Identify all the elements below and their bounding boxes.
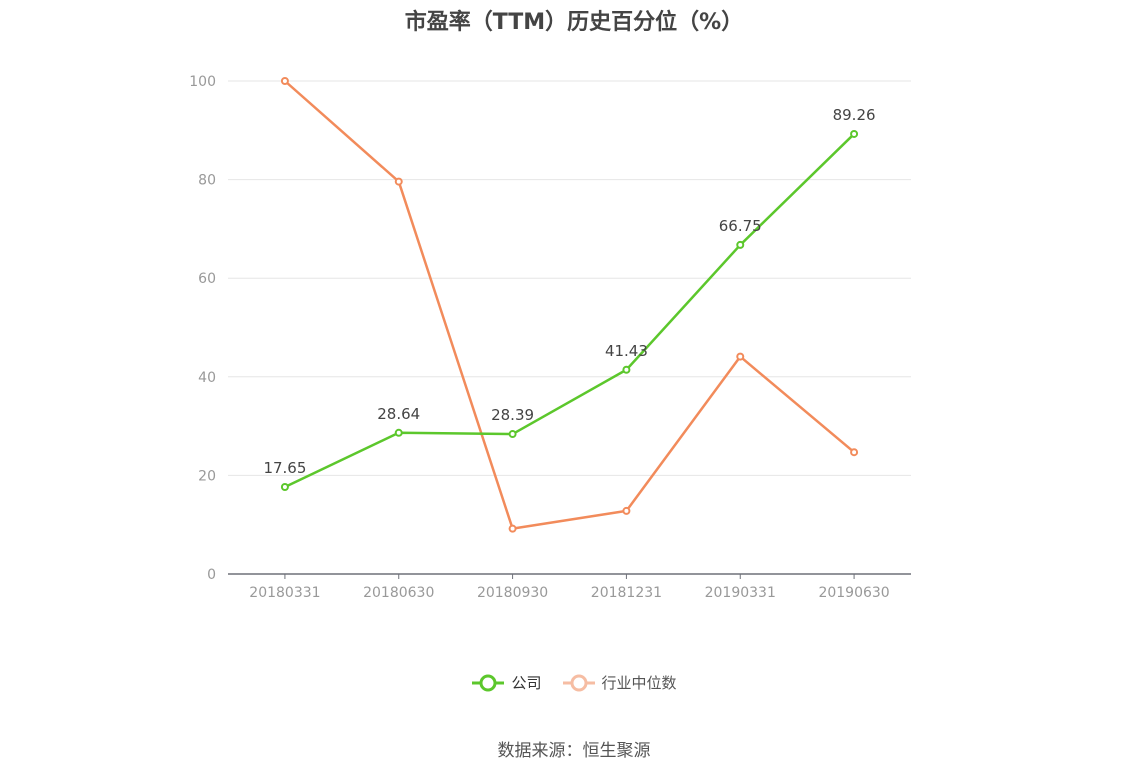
data-label-company: 28.39: [491, 406, 534, 424]
legend-company-marker-icon: [472, 674, 505, 691]
data-point-company: [280, 482, 289, 491]
x-tick-label: 20181231: [591, 585, 662, 601]
data-point-company: [622, 365, 631, 374]
data-point-industry: [622, 506, 631, 515]
data-source: 数据来源：恒生聚源: [497, 741, 651, 761]
chart-legend: 公司 行业中位数: [0, 672, 1148, 693]
data-point-company: [394, 428, 403, 437]
y-tick-label: 80: [198, 173, 216, 189]
data-point-industry: [850, 448, 859, 457]
data-point-industry: [394, 177, 403, 186]
data-label-company: 28.64: [377, 405, 420, 423]
x-tick-label: 20180331: [249, 585, 320, 601]
data-label-company: 89.26: [833, 106, 876, 124]
data-point-company: [850, 129, 859, 138]
legend-label-industry: 行业中位数: [601, 674, 677, 692]
x-tick-label: 20180930: [477, 585, 548, 601]
y-tick-label: 100: [189, 74, 216, 90]
x-tick-label: 20190630: [818, 585, 889, 601]
data-label-company: 66.75: [719, 217, 762, 235]
legend-item-company[interactable]: 公司: [471, 672, 542, 693]
data-point-industry: [508, 524, 517, 533]
data-label-company: 17.65: [263, 459, 306, 477]
data-point-company: [736, 240, 745, 249]
x-tick-label: 20180630: [363, 585, 434, 601]
legend-item-industry[interactable]: 行业中位数: [562, 672, 677, 693]
data-point-industry: [280, 77, 289, 85]
legend-label-company: 公司: [511, 674, 542, 692]
y-tick-label: 0: [207, 567, 216, 583]
series-line-industry: [284, 80, 855, 530]
series-line-company: [284, 133, 855, 489]
chart-title: 市盈率（TTM）历史百分位（%）: [404, 10, 744, 35]
y-tick-label: 60: [198, 271, 216, 287]
legend-industry-marker-icon: [562, 674, 595, 691]
y-tick-label: 20: [198, 468, 216, 484]
x-tick-label: 20190331: [705, 585, 776, 601]
data-point-company: [508, 430, 517, 439]
y-tick-label: 40: [198, 370, 216, 386]
data-point-industry: [736, 352, 745, 361]
data-label-company: 41.43: [605, 342, 648, 360]
